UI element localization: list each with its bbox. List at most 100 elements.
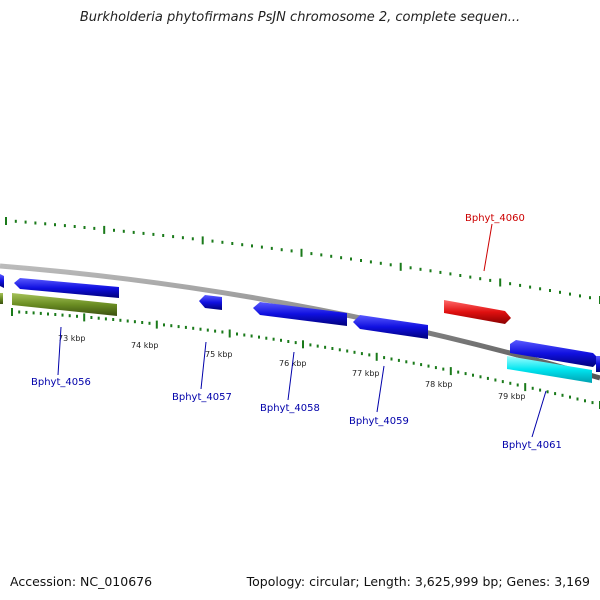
gene-arrow-olive-partial[interactable]: [0, 293, 3, 304]
accession-text: Accession: NC_010676: [10, 574, 153, 589]
gene-label-bphyt-4058[interactable]: Bphyt_4058: [260, 403, 320, 414]
minor-tick: [457, 370, 460, 374]
minor-tick: [409, 266, 412, 270]
leader-line: [483, 223, 493, 272]
minor-tick: [265, 336, 268, 340]
minor-tick: [330, 254, 333, 258]
minor-tick: [243, 333, 246, 337]
scale-label: 77 kbp: [352, 369, 380, 378]
minor-tick: [350, 257, 352, 261]
gene-arrow-bphyt-4061[interactable]: [510, 340, 600, 367]
major-tick: [524, 383, 527, 392]
minor-tick: [206, 328, 209, 332]
minor-tick: [549, 289, 551, 292]
minor-tick: [191, 237, 194, 241]
scale-label: 74 kbp: [131, 341, 159, 350]
gene-labels: Bphyt_4056 Bphyt_4057 Bphyt_4058 Bphyt_4…: [31, 213, 562, 451]
minor-tick: [112, 318, 115, 321]
minor-tick: [369, 260, 372, 264]
minor-tick: [104, 317, 107, 321]
minor-tick: [152, 232, 155, 236]
minor-tick: [162, 234, 165, 237]
minor-tick: [39, 311, 42, 315]
minor-tick: [177, 325, 180, 329]
minor-tick: [142, 231, 145, 235]
gene-arrow-bphyt-4058[interactable]: [253, 302, 347, 326]
gene-arrow-bphyt-4057[interactable]: [199, 295, 222, 310]
minor-tick: [340, 256, 343, 260]
gene-arrow-edge-right[interactable]: [596, 356, 600, 372]
minor-tick: [294, 341, 297, 345]
minor-tick: [509, 282, 512, 286]
minor-tick: [113, 228, 115, 232]
major-tick: [103, 225, 106, 234]
minor-tick: [346, 349, 349, 353]
minor-tick: [459, 274, 462, 277]
minor-tick: [214, 329, 217, 333]
minor-tick: [83, 226, 86, 229]
gene-label-bphyt-4057[interactable]: Bphyt_4057: [172, 392, 232, 403]
gene-label-bphyt-4060[interactable]: Bphyt_4060: [465, 213, 525, 224]
minor-tick: [172, 235, 175, 239]
major-tick: [5, 217, 7, 225]
minor-tick: [589, 296, 591, 300]
minor-tick: [97, 316, 100, 320]
minor-tick: [442, 367, 445, 371]
minor-tick: [133, 320, 136, 324]
gene-arrow-cyan[interactable]: [507, 356, 592, 383]
minor-tick: [231, 242, 234, 245]
inner-tick-track: [11, 308, 600, 409]
minor-tick: [559, 290, 561, 294]
minor-tick: [34, 221, 37, 225]
minor-tick: [61, 313, 64, 317]
minor-tick: [331, 347, 334, 350]
minor-tick: [90, 316, 93, 319]
minor-tick: [584, 399, 586, 403]
minor-tick: [32, 311, 35, 315]
major-tick: [449, 367, 452, 376]
minor-tick: [449, 272, 452, 276]
scale-label: 73 kbp: [58, 334, 86, 343]
minor-tick: [25, 310, 28, 314]
major-tick: [375, 352, 378, 361]
major-tick: [83, 313, 86, 322]
minor-tick: [287, 340, 290, 343]
minor-tick: [258, 335, 260, 339]
minor-tick: [420, 363, 423, 367]
minor-tick: [338, 348, 341, 352]
minor-tick: [501, 380, 504, 384]
minor-tick: [132, 230, 135, 234]
minor-tick: [389, 263, 392, 267]
minor-tick: [434, 366, 437, 370]
minor-tick: [47, 312, 49, 316]
minor-tick: [68, 314, 71, 318]
minor-tick: [531, 386, 534, 390]
major-tick: [302, 340, 304, 349]
minor-tick: [539, 388, 542, 392]
leader-line: [287, 351, 295, 401]
gene-label-bphyt-4059[interactable]: Bphyt_4059: [349, 416, 409, 427]
minor-tick: [469, 275, 472, 279]
minor-tick: [163, 323, 165, 327]
gene-arrow-bphyt-4059[interactable]: [353, 315, 428, 339]
gene-label-bphyt-4061[interactable]: Bphyt_4061: [502, 440, 562, 451]
map-title: Burkholderia phytofirmans PsJN chromosom…: [79, 10, 521, 25]
gene-arrow-bphyt-4060[interactable]: [444, 300, 511, 324]
minor-tick: [272, 337, 275, 341]
minor-tick: [479, 277, 482, 281]
minor-tick: [221, 240, 224, 244]
minor-tick: [76, 314, 78, 318]
minor-tick: [63, 224, 66, 228]
gene-label-bphyt-4056[interactable]: Bphyt_4056: [31, 377, 91, 388]
minor-tick: [397, 358, 400, 362]
minor-tick: [24, 220, 27, 224]
gene-arrow-olive[interactable]: [12, 293, 117, 316]
scale-label: 78 kbp: [425, 380, 453, 389]
minor-tick: [569, 395, 571, 399]
minor-tick: [360, 352, 363, 356]
minor-tick: [54, 223, 56, 227]
gene-arrow-bphyt-4056[interactable]: [14, 278, 119, 298]
gene-arrow-partial-left[interactable]: [0, 274, 4, 288]
minor-tick: [427, 364, 430, 368]
